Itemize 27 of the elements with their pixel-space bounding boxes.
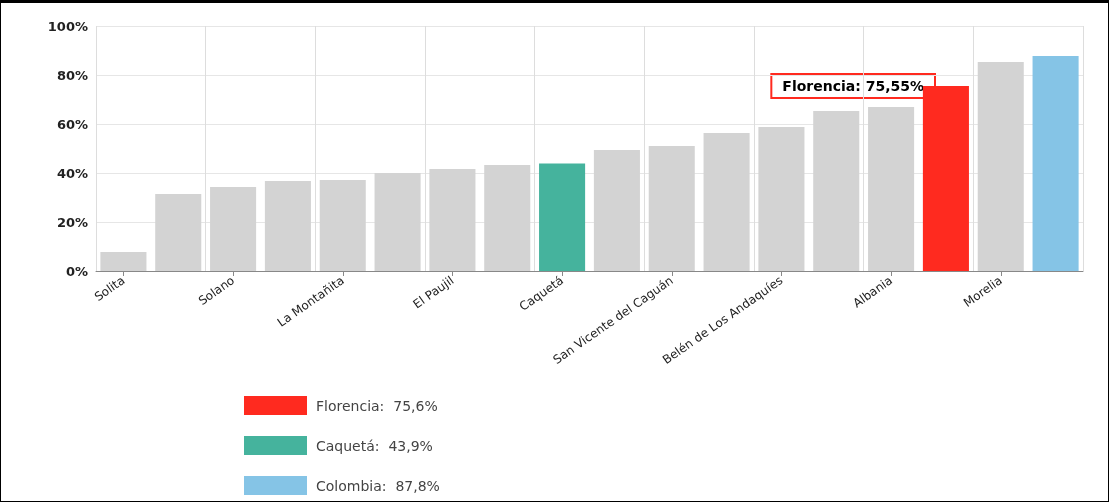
bar: [100, 251, 147, 271]
bar: [429, 169, 476, 271]
bar: [813, 111, 860, 271]
annotation: Florencia: 75,55%: [782, 78, 925, 94]
legend-label: Caquetá: 43,9%: [316, 437, 433, 454]
bar: [374, 173, 421, 271]
bar: [703, 133, 750, 271]
y-tick-label: 100%: [47, 18, 88, 34]
bar: [319, 180, 366, 271]
y-tick-label: 20%: [56, 214, 88, 230]
bar: [210, 186, 257, 271]
bar: [1032, 55, 1079, 271]
y-tick-label: 40%: [56, 165, 88, 181]
bar: [484, 164, 531, 271]
y-tick-label: 0%: [65, 263, 88, 279]
bar: [977, 62, 1024, 271]
bar: [155, 194, 202, 271]
bar: [758, 126, 805, 271]
legend-label: Colombia: 87,8%: [316, 477, 440, 494]
bar: [868, 107, 915, 271]
legend-label: Florencia: 75,6%: [316, 397, 438, 414]
y-tick-label: 60%: [56, 116, 88, 132]
y-tick-label: 80%: [56, 67, 88, 83]
bar: [648, 146, 695, 271]
bar: [593, 149, 640, 271]
bar: [539, 163, 586, 271]
bar: [264, 181, 311, 271]
